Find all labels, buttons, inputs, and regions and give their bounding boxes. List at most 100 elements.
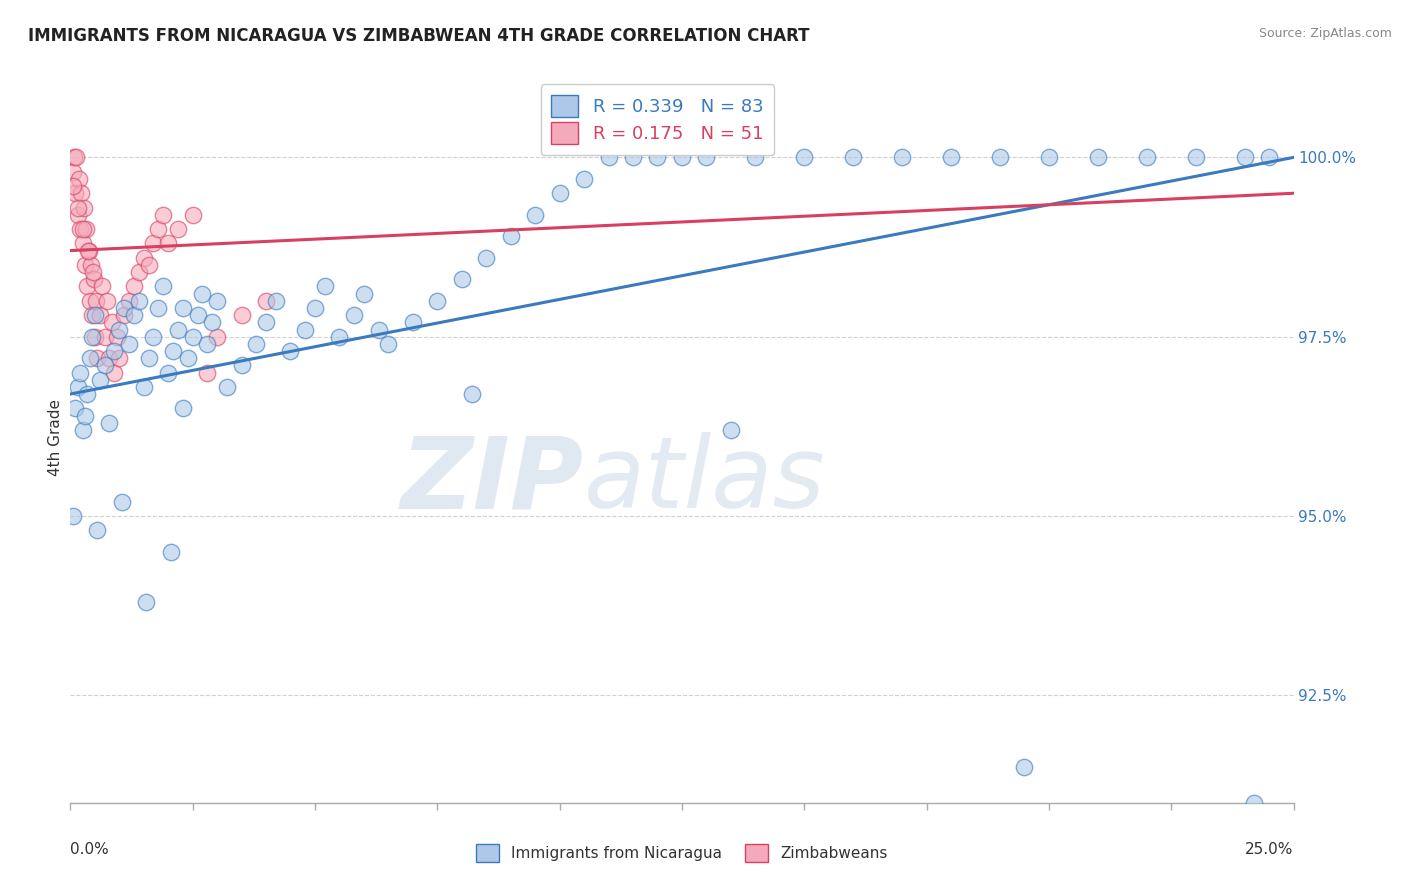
Point [72,236,94,251]
Point [73,201,96,215]
Point [62,165,84,179]
Point [82,329,104,343]
Point [205,293,228,308]
Point [195,366,218,380]
Point [98,416,121,430]
Point [103,344,125,359]
Point [112,308,135,322]
Point [66,380,89,394]
Point [524,208,547,222]
Point [215,380,238,394]
Point [138,258,160,272]
Point [167,222,190,236]
Point [720,423,742,437]
Point [793,150,815,164]
Point [108,351,131,366]
Point [63,150,86,164]
Point [201,315,224,329]
Point [177,351,200,366]
Point [280,344,302,359]
Point [572,172,595,186]
Point [83,308,105,322]
Point [80,258,103,272]
Point [93,329,115,343]
Point [65,150,87,164]
Point [1243,796,1265,810]
Point [148,222,170,236]
Point [77,244,100,258]
Text: 25.0%: 25.0% [1246,842,1294,857]
Point [98,351,121,366]
Point [186,308,208,322]
Point [402,315,425,329]
Point [1184,150,1206,164]
Point [499,229,522,244]
Point [142,329,165,343]
Point [264,293,287,308]
Point [548,186,571,201]
Point [138,351,160,366]
Point [69,222,91,236]
Point [79,351,101,366]
Point [89,308,111,322]
Point [96,293,118,308]
Point [76,279,98,293]
Point [79,293,101,308]
Text: ZIP: ZIP [401,433,583,530]
Point [66,208,89,222]
Point [86,351,108,366]
Point [62,179,84,194]
Point [118,293,141,308]
Point [122,308,145,322]
Point [77,244,100,258]
Point [82,265,104,279]
Point [254,315,277,329]
Point [1038,150,1060,164]
Point [105,329,128,343]
Y-axis label: 4th Grade: 4th Grade [48,399,63,475]
Point [294,322,316,336]
Point [148,301,170,315]
Point [135,595,157,609]
Point [475,251,498,265]
Point [328,329,350,343]
Point [647,150,669,164]
Point [1136,150,1159,164]
Point [93,359,115,373]
Point [460,387,482,401]
Point [152,279,174,293]
Point [842,150,865,164]
Point [598,150,620,164]
Point [671,150,693,164]
Point [1014,760,1036,774]
Point [89,373,111,387]
Point [157,366,180,380]
Point [86,524,108,538]
Point [191,286,214,301]
Point [304,301,326,315]
Point [157,236,180,251]
Point [84,293,107,308]
Point [695,150,717,164]
Point [181,329,204,343]
Point [108,322,131,336]
Point [231,359,253,373]
Point [118,336,141,351]
Point [91,279,114,293]
Point [72,222,94,236]
Point [181,208,204,222]
Point [111,494,134,508]
Point [450,272,472,286]
Point [231,308,253,322]
Point [63,401,86,416]
Text: atlas: atlas [583,433,825,530]
Point [353,286,375,301]
Point [988,150,1011,164]
Point [63,186,86,201]
Point [128,293,150,308]
Point [67,172,90,186]
Point [205,329,228,343]
Point [254,293,277,308]
Text: IMMIGRANTS FROM NICARAGUA VS ZIMBABWEAN 4TH GRADE CORRELATION CHART: IMMIGRANTS FROM NICARAGUA VS ZIMBABWEAN … [28,27,810,45]
Point [426,293,449,308]
